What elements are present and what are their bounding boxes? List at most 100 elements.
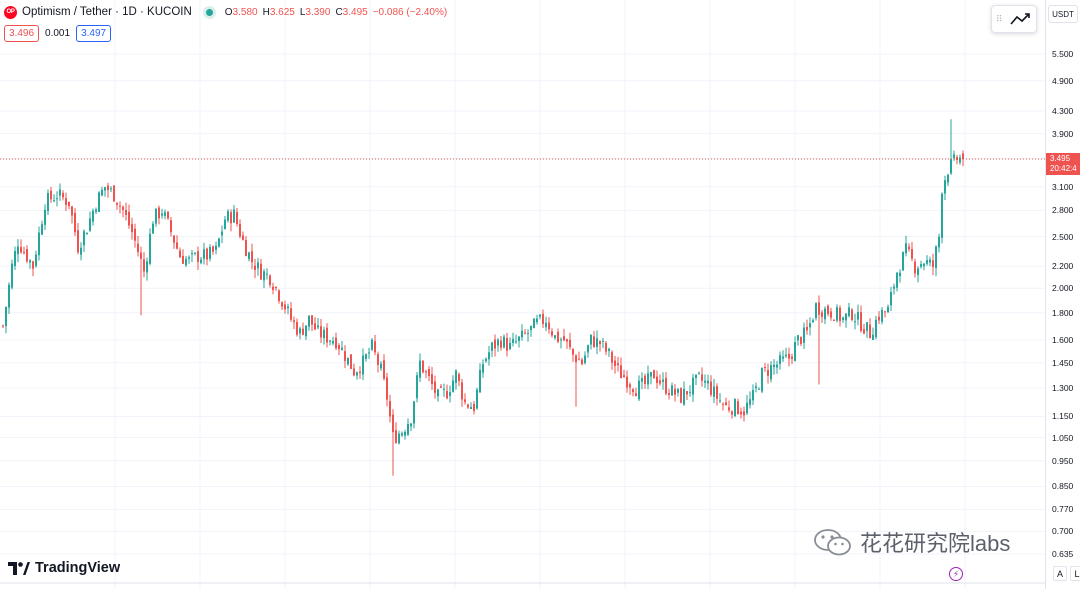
candle-body bbox=[32, 261, 34, 269]
candle-body bbox=[599, 341, 601, 345]
candle-body bbox=[833, 319, 835, 321]
candle-body bbox=[800, 337, 802, 344]
candle-body bbox=[425, 371, 427, 373]
drag-grip-icon: ⠿ bbox=[995, 13, 1003, 24]
price-tick-label: 0.635 bbox=[1052, 549, 1074, 559]
candle-body bbox=[635, 393, 637, 397]
auto-scale-button[interactable]: A bbox=[1053, 566, 1067, 581]
candle-body bbox=[899, 272, 901, 277]
candle-body bbox=[266, 273, 268, 275]
candle-body bbox=[719, 400, 721, 402]
candle-body bbox=[872, 334, 874, 340]
bid-ask-row: 3.496 0.001 3.497 bbox=[4, 24, 112, 42]
candle-body bbox=[848, 307, 850, 316]
candle-body bbox=[497, 339, 499, 346]
candle-body bbox=[476, 389, 478, 409]
candle-body bbox=[950, 158, 952, 174]
candle-body bbox=[728, 407, 730, 411]
candle-body bbox=[245, 239, 247, 257]
candle-body bbox=[491, 342, 493, 351]
trend-line-icon bbox=[1010, 13, 1030, 25]
candle-body bbox=[80, 247, 82, 255]
candle-body bbox=[881, 309, 883, 322]
candle-body bbox=[167, 211, 169, 219]
chart-style-button[interactable]: ⠿ bbox=[991, 5, 1037, 33]
candle-body bbox=[446, 390, 448, 399]
candle-body bbox=[593, 336, 595, 347]
candle-body bbox=[182, 255, 184, 264]
candle-body bbox=[257, 262, 259, 269]
candle-body bbox=[602, 340, 604, 342]
price-tick-label: 2.800 bbox=[1052, 205, 1074, 216]
bid-price: 3.496 bbox=[4, 24, 40, 42]
candle-body bbox=[395, 430, 397, 443]
ohlc-value: −0.086 (−2.40%) bbox=[372, 6, 448, 18]
candle-body bbox=[488, 352, 490, 360]
candle-body bbox=[53, 200, 55, 202]
candle-body bbox=[521, 330, 523, 338]
candle-body bbox=[110, 188, 112, 190]
candle-body bbox=[473, 403, 475, 412]
candle-body bbox=[20, 246, 22, 253]
candle-body bbox=[650, 372, 652, 377]
candle-body bbox=[248, 252, 250, 259]
candle-body bbox=[44, 209, 46, 225]
ohlc-key: O bbox=[224, 6, 233, 18]
candle-body bbox=[668, 393, 670, 396]
candle-body bbox=[254, 265, 256, 270]
candle-body bbox=[5, 306, 7, 327]
currency-selector[interactable]: USDT bbox=[1048, 5, 1078, 23]
candle-body bbox=[857, 311, 859, 320]
candle-body bbox=[305, 325, 307, 337]
candle-body bbox=[341, 347, 343, 350]
candle-body bbox=[620, 365, 622, 379]
candle-body bbox=[272, 286, 274, 291]
candle-body bbox=[437, 389, 439, 397]
candle-body bbox=[911, 249, 913, 259]
price-tick-label: 3.100 bbox=[1052, 181, 1074, 192]
candle-body bbox=[938, 236, 940, 248]
candle-body bbox=[686, 391, 688, 395]
candle-body bbox=[953, 154, 955, 158]
candle-body bbox=[77, 230, 79, 253]
candle-body bbox=[674, 388, 676, 395]
price-tick-label: 0.850 bbox=[1052, 481, 1074, 492]
ask-price: 3.497 bbox=[76, 24, 112, 42]
candle-body bbox=[836, 307, 838, 321]
candle-body bbox=[374, 341, 376, 353]
price-axis[interactable] bbox=[1045, 0, 1080, 589]
candle-body bbox=[794, 342, 796, 362]
candle-body bbox=[419, 360, 421, 378]
lightning-icon[interactable]: ⚡ bbox=[949, 567, 963, 581]
candle-body bbox=[641, 378, 643, 382]
chart-canvas[interactable] bbox=[0, 0, 1045, 589]
symbol-legend: OP Optimism / Tether · 1D · KUCOIN O3.58… bbox=[4, 3, 447, 21]
symbol-title[interactable]: Optimism / Tether · 1D · KUCOIN bbox=[22, 6, 192, 18]
candle-body bbox=[233, 209, 235, 223]
candle-body bbox=[293, 320, 295, 322]
candle-body bbox=[797, 335, 799, 341]
candle-body bbox=[95, 209, 97, 212]
candle-body bbox=[530, 325, 532, 331]
candle-body bbox=[887, 306, 889, 313]
candle-body bbox=[113, 185, 115, 202]
candle-body bbox=[206, 248, 208, 260]
candle-body bbox=[449, 392, 451, 396]
tradingview-logo[interactable]: TradingView bbox=[8, 560, 120, 576]
candle-body bbox=[125, 209, 127, 215]
candle-body bbox=[416, 375, 418, 399]
candle-body bbox=[932, 260, 934, 268]
candle-body bbox=[614, 360, 616, 366]
ohlc-item: H3.625 bbox=[263, 7, 295, 18]
candle-body bbox=[179, 250, 181, 258]
candle-body bbox=[506, 338, 508, 351]
candle-body bbox=[101, 189, 103, 196]
ohlc-value: 3.580 bbox=[232, 6, 258, 18]
candle-body bbox=[830, 311, 832, 318]
candle-body bbox=[935, 246, 937, 268]
candle-body bbox=[443, 388, 445, 390]
candle-body bbox=[878, 316, 880, 321]
candle-body bbox=[875, 319, 877, 338]
log-scale-button[interactable]: L bbox=[1070, 566, 1080, 581]
